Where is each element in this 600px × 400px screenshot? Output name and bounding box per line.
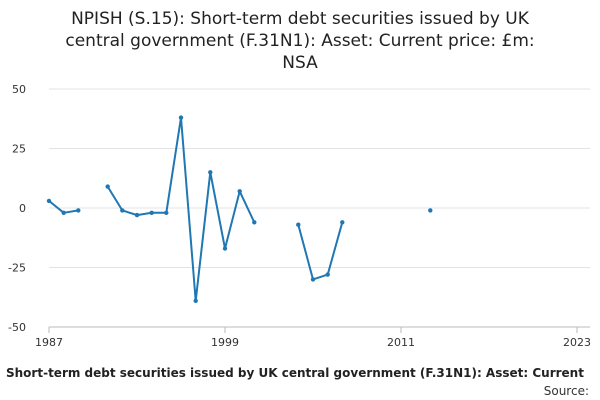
gridlines [49, 88, 590, 328]
y-tick-label: 25 [12, 143, 26, 156]
x-axis: 1987 1999 2011 2023 [35, 326, 591, 349]
data-point [252, 220, 257, 225]
data-point [105, 184, 110, 189]
y-tick-label: 50 [12, 83, 26, 96]
data-point [222, 246, 228, 251]
data-point [164, 210, 169, 215]
data-point [61, 210, 66, 215]
series-segment [297, 221, 344, 281]
y-axis: 50 25 0 -25 -50 [8, 83, 26, 334]
source-label: Source: [544, 384, 589, 398]
y-tick-label: -25 [8, 262, 26, 275]
title-line-3: NSA [282, 53, 318, 73]
data-point [428, 208, 433, 213]
data-point [296, 222, 301, 227]
title-line-2: central government (F.31N1): Asset: Curr… [65, 31, 534, 51]
data-point [46, 198, 52, 204]
data-point [325, 272, 330, 277]
data-point [237, 189, 242, 194]
data-point [149, 210, 154, 215]
data-point [134, 212, 140, 218]
title-line-1: NPISH (S.15): Short-term debt securities… [71, 9, 530, 29]
y-tick-label: 0 [19, 202, 26, 215]
data-point [178, 115, 184, 120]
x-tick-label: 2023 [563, 336, 591, 349]
data-point [340, 220, 345, 225]
series-line [46, 115, 433, 303]
data-point [120, 208, 125, 213]
y-tick-label: -50 [8, 321, 26, 334]
series-segment [106, 116, 256, 302]
chart-title: NPISH (S.15): Short-term debt securities… [65, 9, 534, 73]
x-tick-label: 1999 [211, 336, 239, 349]
data-point [208, 170, 213, 175]
x-tick-label: 2011 [387, 336, 415, 349]
data-point [193, 298, 198, 303]
x-tick-label: 1987 [35, 336, 63, 349]
caption: Short-term debt securities issued by UK … [6, 366, 584, 380]
data-point [310, 277, 316, 282]
data-point [76, 208, 81, 213]
